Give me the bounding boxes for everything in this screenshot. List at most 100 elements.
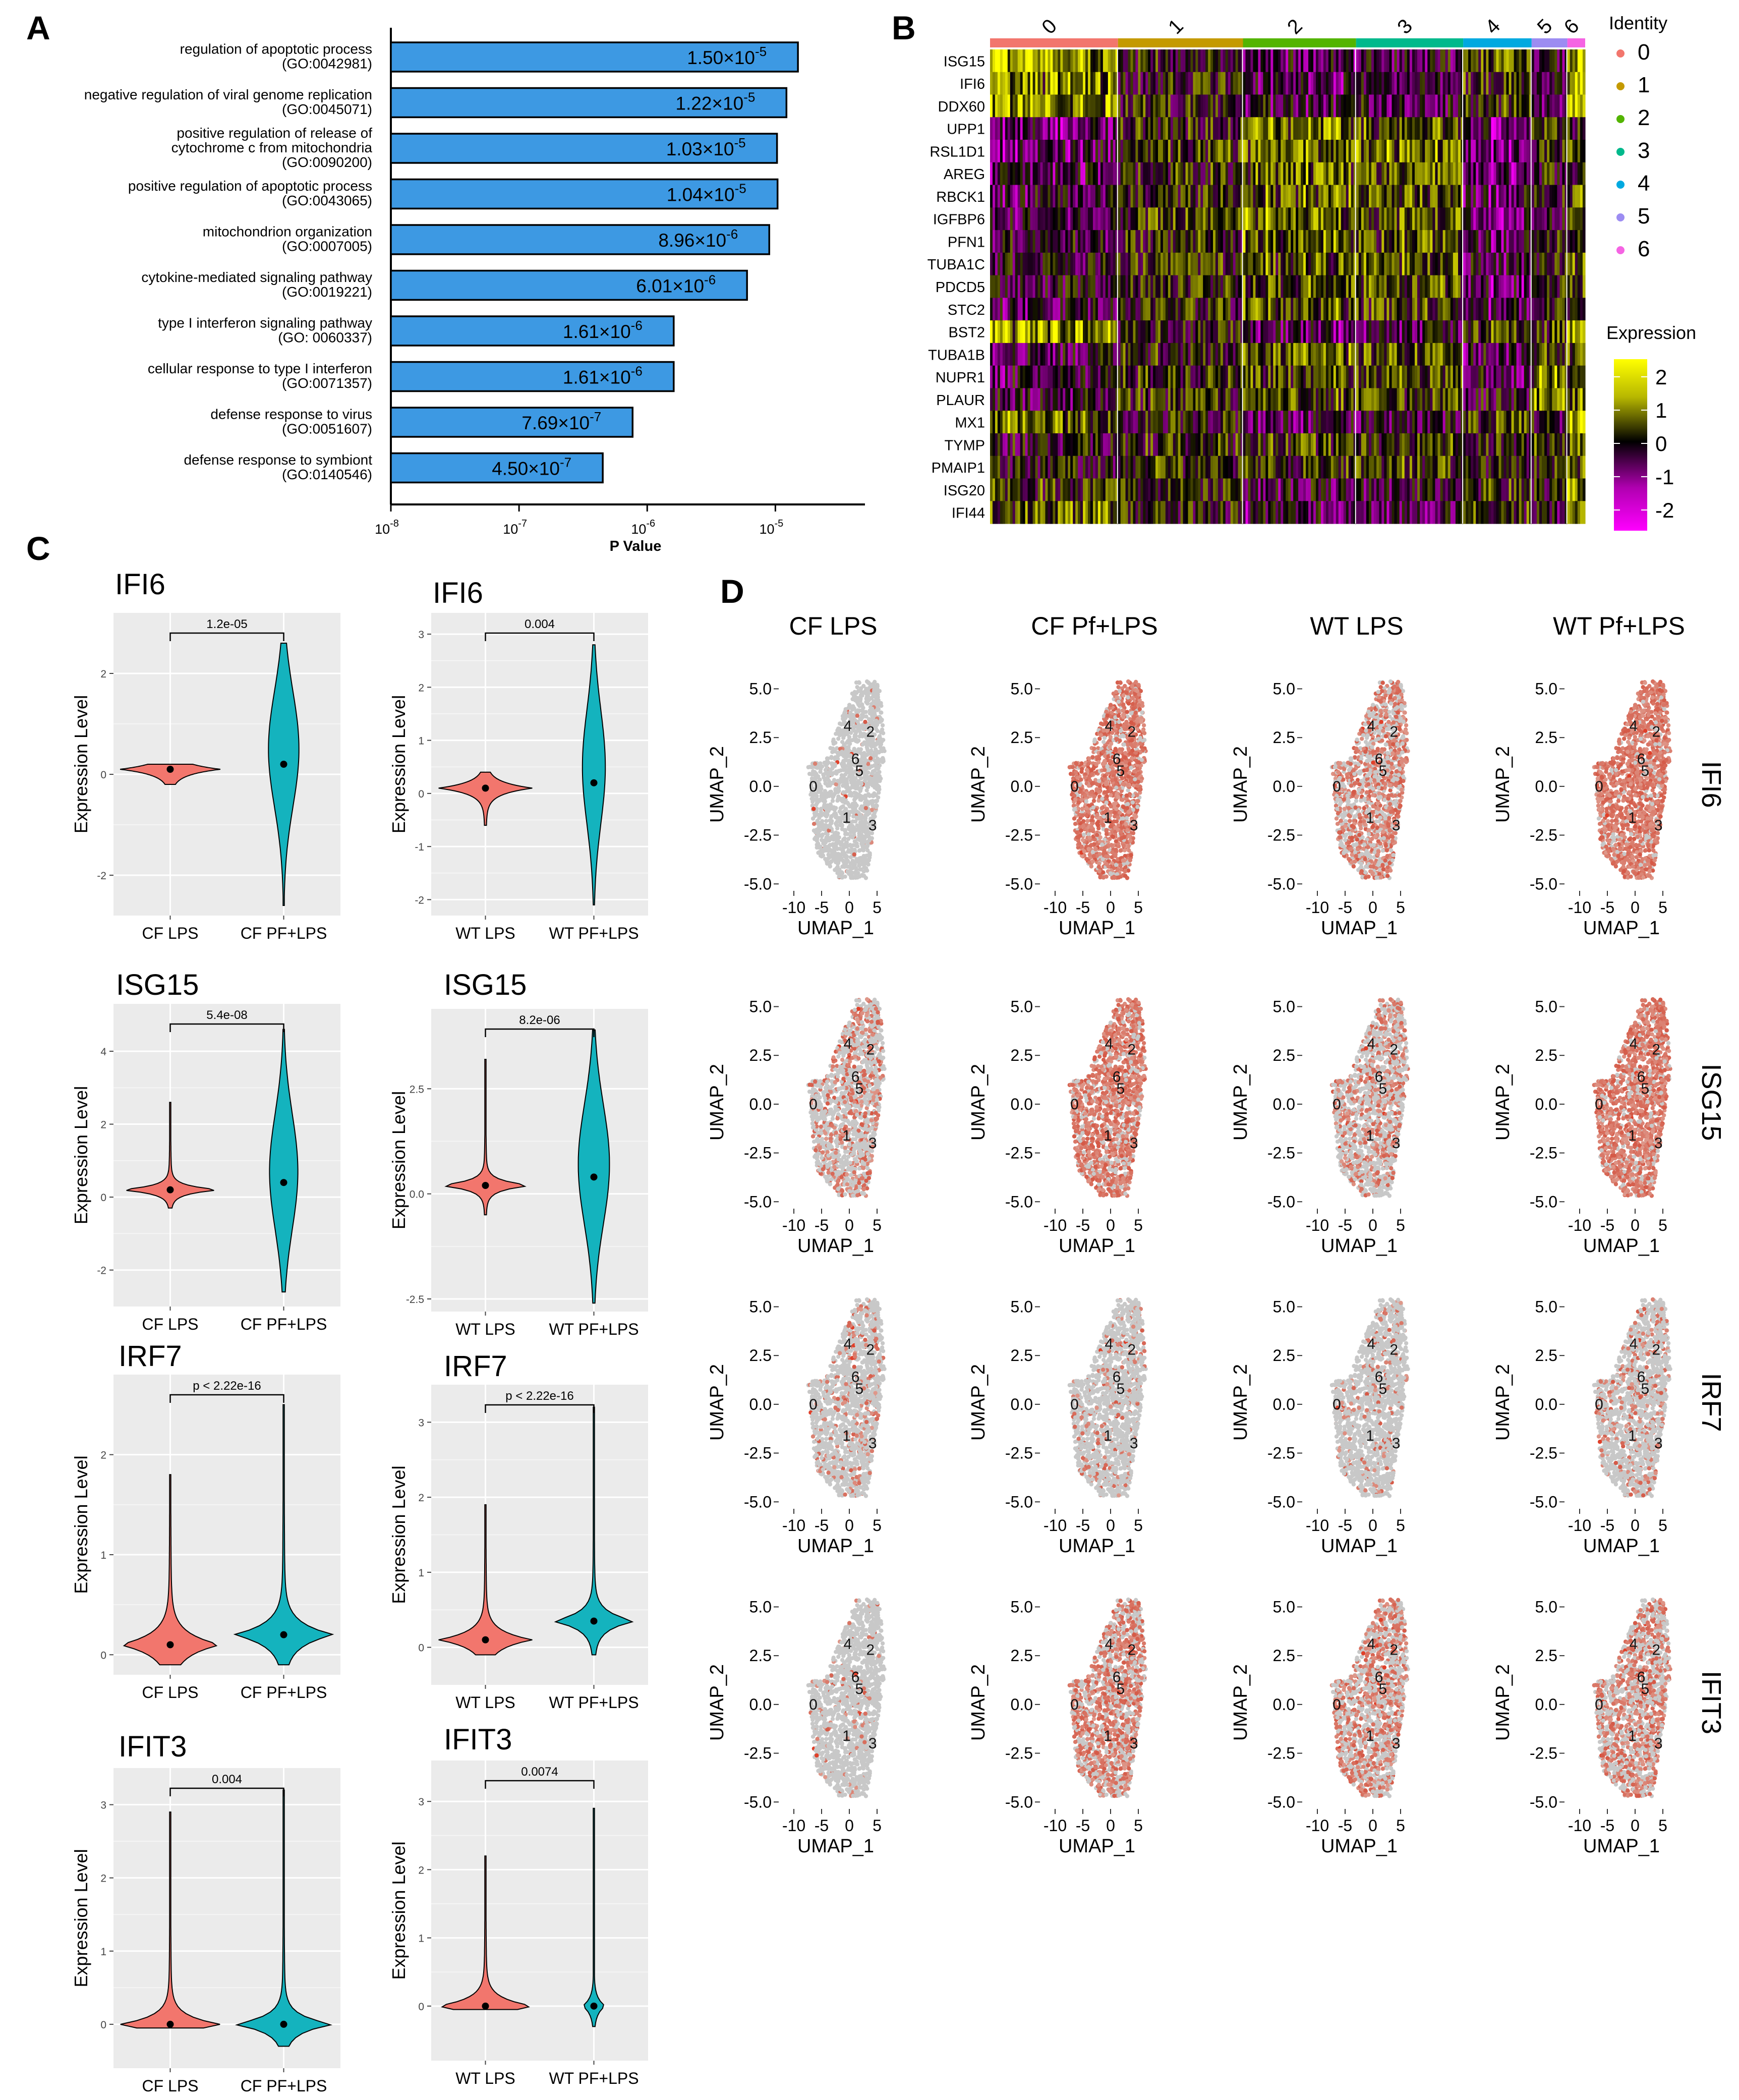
heatmap-cell [1498,49,1502,73]
heatmap-cell [1296,49,1299,73]
heatmap-cell [1384,117,1387,140]
heatmap-cell [1514,298,1517,321]
heatmap-cell [1005,456,1008,479]
heatmap-cell [1068,94,1071,118]
heatmap-cell [1178,230,1181,253]
heatmap-cell [1025,162,1028,186]
heatmap-cell [1389,456,1393,479]
heatmap-cell [1539,320,1542,344]
heatmap-cell [1208,230,1211,253]
heatmap-cell [1412,433,1415,457]
heatmap-cell [1394,207,1398,231]
heatmap-cell [1308,388,1311,411]
heatmap-cell [1255,49,1258,73]
heatmap-cell [1183,388,1186,411]
heatmap-cell [1544,49,1547,73]
heatmap-cell [1562,252,1566,276]
heatmap-cell [1531,501,1535,524]
heatmap-cell [1281,207,1284,231]
heatmap-cell [1288,501,1291,524]
heatmap-cell [1128,411,1131,434]
heatmap-cell [1425,433,1428,457]
heatmap-cell [1311,207,1314,231]
heatmap-cell [1343,94,1347,118]
heatmap-cell [1017,230,1021,253]
heatmap-cell [1422,94,1425,118]
heatmap-cell [1035,433,1038,457]
heatmap-cell [1498,343,1502,366]
heatmap-cell [1328,433,1331,457]
heatmap-cell [1243,456,1246,479]
heatmap-cell [1125,478,1129,501]
heatmap-cell [990,207,993,231]
heatmap-cell [1422,230,1425,253]
heatmap-cell [1514,275,1517,298]
heatmap-cell [1065,162,1068,186]
heatmap-cell [1220,320,1224,344]
heatmap-cell [1160,298,1164,321]
heatmap-cell [1027,252,1031,276]
heatmap-cell [1534,230,1537,253]
heatmap-cell [1235,298,1239,321]
heatmap-cell [1542,433,1545,457]
heatmap-cell [1567,49,1571,73]
heatmap-cell [1481,230,1484,253]
heatmap-cell [1351,94,1354,118]
heatmap-cell [1320,365,1324,389]
heatmap-cell [1402,72,1405,95]
heatmap-cell [1366,320,1369,344]
heatmap-cell [1351,320,1354,344]
heatmap-cell [1562,433,1566,457]
heatmap-cell [1501,94,1504,118]
heatmap-cell [1085,343,1088,366]
heatmap-cell [1250,298,1254,321]
heatmap-cell [1173,72,1176,95]
heatmap-cell [1060,501,1063,524]
heatmap-cell [1040,388,1044,411]
heatmap-cell [1115,185,1119,208]
heatmap-cell [1509,162,1512,186]
heatmap-cell [1325,94,1329,118]
heatmap-cell [1376,230,1379,253]
heatmap-cell [1570,117,1573,140]
heatmap-cell [1468,207,1471,231]
heatmap-cell [1468,320,1471,344]
heatmap-cell [1045,275,1049,298]
heatmap-cell [1035,252,1038,276]
heatmap-cell [1055,411,1058,434]
heatmap-cell [1037,94,1041,118]
heatmap-cell [1022,185,1026,208]
heatmap-cell [1210,140,1213,163]
heatmap-cell [1539,456,1542,479]
heatmap-cell [1213,162,1216,186]
heatmap-cell [1325,207,1329,231]
heatmap-cell [1376,185,1379,208]
heatmap-cell [1085,501,1088,524]
heatmap-cell [1384,411,1387,434]
heatmap-cell [1022,162,1026,186]
heatmap-cell [1301,388,1304,411]
heatmap-cell [1225,388,1229,411]
heatmap-cell [1422,49,1425,73]
heatmap-cell [1113,49,1116,73]
heatmap-cell [1531,411,1535,434]
heatmap-cell [1223,140,1226,163]
heatmap-cell [1243,49,1246,73]
heatmap-cell [1002,49,1006,73]
heatmap-cell [1402,433,1405,457]
heatmap-cell [1078,501,1081,524]
heatmap-cell [1090,117,1093,140]
heatmap-cell [1562,411,1566,434]
heatmap-cell [1570,94,1573,118]
heatmap-cell [995,365,998,389]
heatmap-cell [1233,411,1236,434]
heatmap-cell [1088,478,1091,501]
heatmap-cell [1203,501,1206,524]
heatmap-cell [1471,230,1474,253]
heatmap-cell [1374,501,1377,524]
heatmap-cell [1417,94,1420,118]
heatmap-cell [1394,433,1398,457]
heatmap-cell [1068,162,1071,186]
heatmap-cell [1258,320,1261,344]
heatmap-cell [1143,478,1146,501]
